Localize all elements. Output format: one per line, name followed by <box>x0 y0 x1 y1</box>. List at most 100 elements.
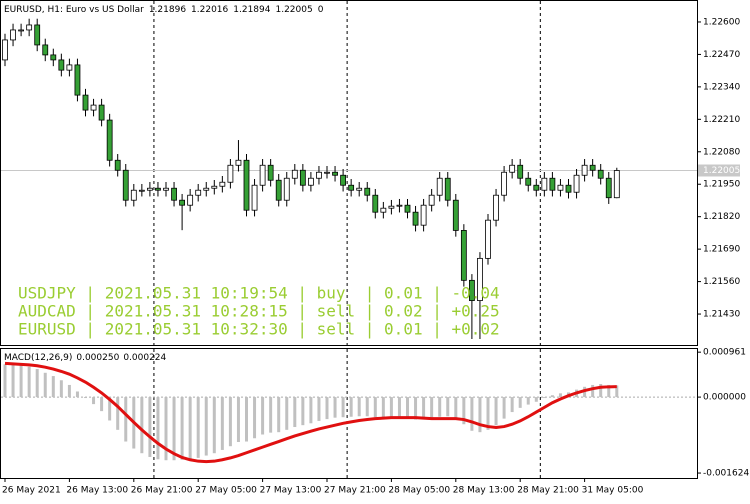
candle-body <box>243 159 250 211</box>
candle-body <box>565 184 572 193</box>
macd-bar <box>349 397 353 417</box>
x-tick-label: 26 May 21:00 <box>131 486 193 496</box>
macd-bar <box>430 397 434 419</box>
macd-bar <box>140 397 144 454</box>
candle-body <box>485 219 491 259</box>
candle-body <box>50 54 57 61</box>
candle-body <box>219 181 226 187</box>
candle-body <box>557 184 564 191</box>
y-tick-label: 1.21430 <box>703 310 740 320</box>
macd-bar <box>414 397 418 420</box>
last-price-label: 1.22005 <box>703 166 740 176</box>
macd-bar <box>67 384 71 398</box>
candle-body <box>187 194 194 206</box>
candle-body <box>589 164 596 171</box>
macd-panel-frame <box>0 348 698 479</box>
macd-bar <box>116 397 120 430</box>
candle-body <box>549 177 556 191</box>
macd-bar <box>27 366 31 398</box>
macd-bar <box>204 397 208 456</box>
macd-bar <box>43 372 47 398</box>
candle-body <box>501 171 508 196</box>
macd-bar <box>518 397 522 408</box>
price-panel-frame <box>0 0 698 346</box>
y-tick-label: 1.22470 <box>703 50 740 60</box>
macd-bar <box>542 397 546 399</box>
macd-bar <box>558 393 562 398</box>
candle-body <box>283 177 290 201</box>
macd-bar <box>11 364 15 398</box>
candle-body <box>259 164 266 186</box>
candle-body <box>581 164 588 176</box>
header-suffix: 0 <box>318 5 324 15</box>
macd-bar <box>236 397 240 442</box>
y-tick-label: 1.21560 <box>703 277 740 287</box>
candle-body <box>356 187 363 191</box>
ohlc-value: 1.21896 <box>149 5 186 15</box>
macd-bar <box>333 397 337 418</box>
candle-body <box>364 187 371 196</box>
candle-body <box>195 189 202 196</box>
candle-body <box>66 64 73 71</box>
candle-body <box>2 39 8 61</box>
candle-body <box>211 185 218 189</box>
macd-bar <box>591 384 595 398</box>
y-tick-label: 1.21690 <box>703 245 740 255</box>
candle-body <box>179 199 186 206</box>
order-row: AUDCAD | 2021.05.31 10:28:15 | sell | 0.… <box>18 302 500 321</box>
candle-body <box>18 29 25 32</box>
candle-body <box>267 164 274 181</box>
candle-body <box>444 177 451 201</box>
y-tick-label: 1.22600 <box>703 17 740 27</box>
macd-bar <box>19 365 23 398</box>
candle-body <box>251 184 258 211</box>
macd-bar <box>550 395 554 398</box>
macd-bar <box>124 397 128 442</box>
macd-bar <box>341 397 345 418</box>
macd-bar <box>228 397 232 447</box>
macd-bar <box>59 380 63 398</box>
candle-body <box>275 179 282 201</box>
chart-header: EURUSD, H1: Euro vs US Dollar 1.21896 1.22… <box>4 5 324 15</box>
y-tick-label: 1.22340 <box>703 82 740 92</box>
macd-bar <box>220 397 224 450</box>
candle-body <box>26 24 33 31</box>
y-tick-label: -0.001624 <box>703 469 749 479</box>
candle-body <box>348 184 355 191</box>
candle-body <box>106 119 113 161</box>
macd-bar <box>381 397 385 418</box>
macd-readout: 0.000250 <box>76 353 119 363</box>
signal-line <box>4 361 617 464</box>
macd-bar <box>148 397 152 457</box>
candle-body <box>340 174 347 186</box>
macd-bar <box>599 384 603 398</box>
y-tick-label: 1.21950 <box>703 180 740 190</box>
x-tick-label: 28 May 13:00 <box>453 486 515 496</box>
last-price-tag <box>698 164 740 177</box>
macd-bar <box>534 397 538 402</box>
candle-body <box>10 29 16 41</box>
macd-bar <box>212 397 216 454</box>
macd-bar <box>357 397 361 417</box>
macd-bar <box>277 397 281 433</box>
macd-bar <box>510 397 514 413</box>
candle-body <box>525 177 532 186</box>
candle-body <box>42 44 49 56</box>
candle-body <box>396 204 403 207</box>
x-tick-label: 26 May 2021 <box>2 486 61 496</box>
macd-bar <box>422 397 426 420</box>
x-tick-label: 27 May 21:00 <box>324 486 386 496</box>
y-tick-label: 1.21820 <box>703 212 740 222</box>
macd-bar <box>35 369 39 398</box>
macd-bar <box>373 397 377 418</box>
candle-body <box>138 189 145 192</box>
macd-bar <box>301 397 305 426</box>
macd-bar <box>486 397 490 430</box>
macd-bar <box>470 397 474 431</box>
candle-body <box>58 59 65 71</box>
y-tick-label: 1.22080 <box>703 147 740 157</box>
candle-body <box>34 24 41 46</box>
candle-body <box>324 171 330 174</box>
